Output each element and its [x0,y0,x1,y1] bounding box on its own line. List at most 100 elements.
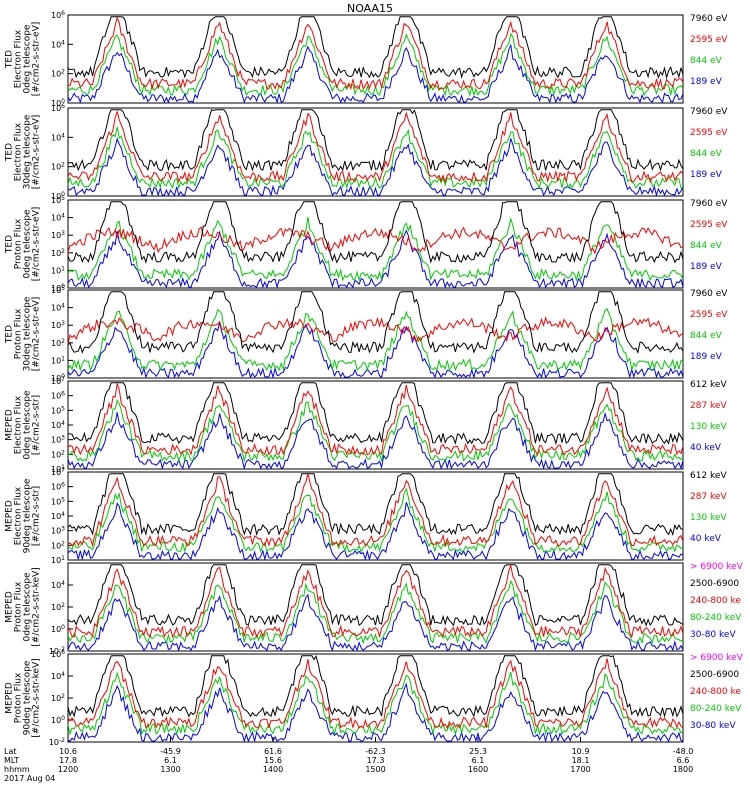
panel-4: TEDProton Flux30deg telescope[#/cm2-s-st… [5,285,729,383]
series-189-ev-line [67,229,684,290]
ylabel-line: TED [5,325,15,344]
series-287-kev-line [67,383,684,457]
series-844-ev-line [67,216,684,282]
ylabel-line: [#/cm2-s-str-eV] [32,22,42,97]
legend-40-kev: 40 keV [690,443,722,453]
y-tick-label: 104 [51,213,65,223]
panel-ylabel: MEPEDProton Flux0deg telescope[#/cm2-s-s… [5,567,42,646]
x-tick-label: 18.1 [572,756,590,765]
ylabel-line: MEPED [5,682,15,714]
x-tick-label: 6.6 [677,756,690,765]
x-tick-label: 1800 [673,765,693,774]
x-tick-label: 6.1 [164,756,177,765]
series-612-kev-line [67,382,684,446]
legend-287-kev: 287 keV [690,401,727,411]
y-tick-label: 102 [51,602,65,612]
date-label: 2017 Aug 04 [4,774,55,783]
ylabel-line: Electron Flux [14,395,24,454]
legend-240-800-ke: 240-800 ke [690,687,741,697]
y-tick-label: 101 [51,265,65,275]
y-tick-label: 10-2 [49,737,65,747]
x-tick-label: 1500 [365,765,385,774]
y-tick-label: 100 [51,624,65,634]
y-tick-label: 104 [51,420,65,430]
x-tick-label: 17.8 [59,756,77,765]
y-tick-label: 102 [51,693,65,703]
legend-2500-6900: 2500-6900 [690,579,739,589]
y-tick-label: 104 [51,580,65,590]
series-80-240-kev-line [67,671,684,736]
panel-ylabel: MEPEDElectron Flux90deg telescope[#/cm2-… [5,478,42,553]
x-tick-label: 61.6 [264,747,282,756]
x-tick-label: 1300 [160,765,180,774]
panel-frame [67,14,684,104]
ylabel-line: [#/cm2-s-str-eV] [32,115,42,190]
series-40-kev-line [67,502,684,561]
legend-612-kev: 612 keV [690,380,727,390]
legend-612-kev: 612 keV [690,471,727,481]
y-tick-label: 104 [51,39,65,49]
x-tick-label: 10.9 [572,747,590,756]
x-axis-labels: Lat 10.6 -45.9 61.6 -62.3 25.3 10.9 -48.0 MLT 17.… [4,737,693,783]
series-612-kev-line [67,473,684,537]
legend-844-ev: 844 eV [690,56,723,66]
ylabel-line: MEPED [5,409,15,441]
legend-130-kev: 130 keV [690,422,727,432]
legend-80-240-kev: 80-240 keV [690,613,742,623]
legend-287-kev: 287 keV [690,492,727,502]
legend-189-ev: 189 eV [690,352,723,362]
y-tick-label: 103 [51,435,65,445]
ylabel-line: 0deg telescope [23,209,33,279]
legend-2595-ev: 2595 eV [690,310,728,320]
x-row-label-lat: Lat [4,747,17,756]
ylabel-line: [#/cm2-s-str-eV] [32,207,42,282]
series-240-800-ke-line [67,658,684,730]
y-tick-label: 101 [51,355,65,365]
panel-ylabel: TEDElectron Flux0deg telescope[#/cm2-s-s… [5,22,42,97]
x-tick-label: 1400 [263,765,283,774]
legend-2500-6900: 2500-6900 [690,670,739,680]
y-tick-label: 102 [51,248,65,258]
legend-2595-ev: 2595 eV [690,128,728,138]
legend-189-ev: 189 eV [690,262,723,272]
x-tick-label: -62.3 [365,747,386,756]
legend-189-ev: 189 eV [690,170,723,180]
ylabel-line: Electron Flux [14,486,24,545]
series-240-800-ke-line [67,563,684,639]
y-tick-label: 101 [51,464,65,474]
series-7960-ev-line [67,16,684,80]
series-7960-ev-line [67,201,684,264]
y-tick-label: 106 [51,482,65,492]
series-2595-ev-line [67,110,684,184]
series-40-kev-line [67,411,684,471]
y-tick-label: 102 [51,540,65,550]
panel-frame [67,380,684,470]
y-tick-label: 104 [51,132,65,142]
ylabel-line: Electron Flux [14,122,24,181]
series-189-ev-line [67,43,684,104]
legend-189-ev: 189 eV [690,77,723,87]
panel-1: TEDElectron Flux0deg telescope[#/cm2-s-s… [5,10,729,108]
legend-6900-kev: > 6900 keV [690,653,744,663]
series-287-kev-line [67,473,684,548]
y-tick-label: 101 [51,555,65,565]
ylabel-line: Proton Flux [14,672,24,723]
x-tick-label: 17.3 [367,756,385,765]
y-tick-label: 106 [51,649,65,659]
panel-5: MEPEDElectron Flux0deg telescope[#/cm2-s… [5,376,728,474]
y-tick-label: 102 [51,338,65,348]
legend-844-ev: 844 eV [690,241,723,251]
panel-frame [67,199,684,289]
ylabel-line: TED [5,50,15,69]
panel-ylabel: TEDProton Flux30deg telescope[#/cm2-s-st… [5,296,42,371]
panel-frame [67,289,684,379]
y-tick-label: 103 [51,320,65,330]
ylabel-line: Electron Flux [14,29,24,88]
y-tick-label: 105 [51,195,65,205]
y-tick-label: 100 [51,715,65,725]
series-2500-6900-line [67,564,684,627]
ylabel-line: 30deg telescope [23,296,33,371]
panel-7: MEPEDProton Flux0deg telescope[#/cm2-s-s… [5,562,744,656]
series-2595-ev-line [67,226,684,255]
